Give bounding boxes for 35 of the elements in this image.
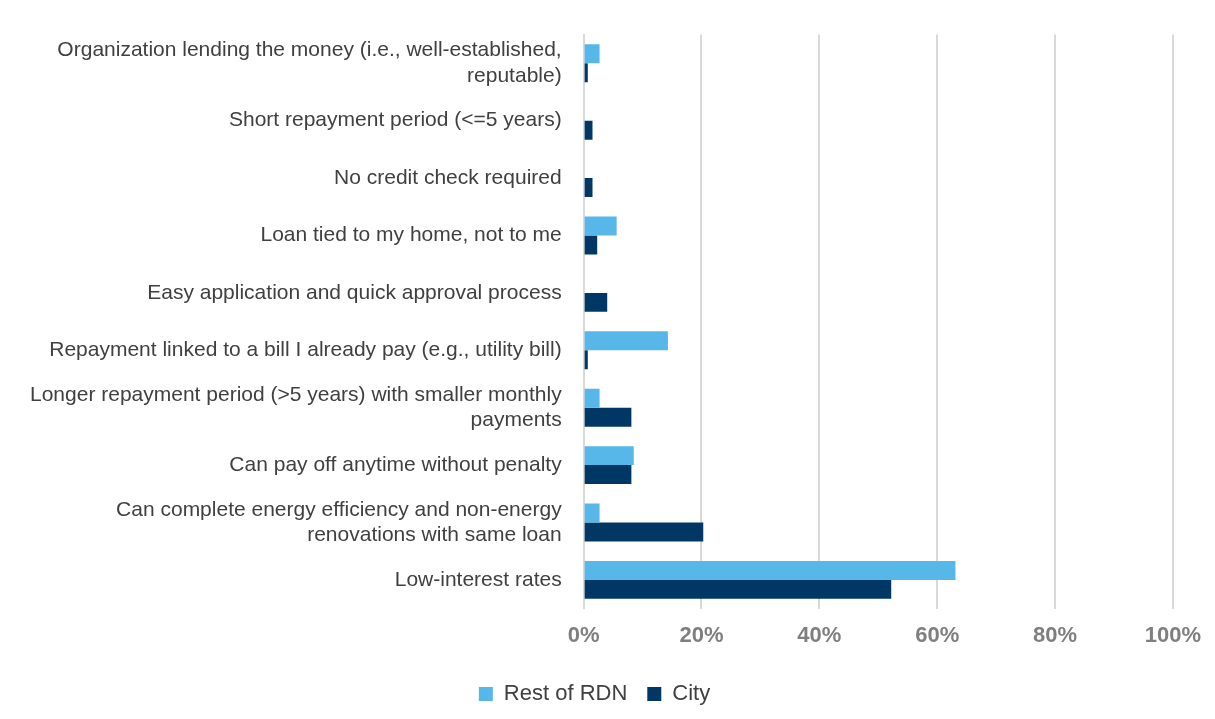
x-tick-label: 60% <box>915 621 960 647</box>
y-tick-label: Can complete energy efficiency and non-energy renovations with same loan <box>116 496 563 545</box>
bar <box>584 503 600 523</box>
bar <box>584 446 634 466</box>
y-tick-label: Easy application and quick approval process <box>147 279 562 303</box>
x-tick-label: 80% <box>1033 621 1078 647</box>
bar <box>584 465 632 485</box>
x-tick-label: 40% <box>797 621 842 647</box>
bar <box>584 216 617 236</box>
bar <box>584 44 600 64</box>
y-tick-label: Short repayment period (<=5 years) <box>228 107 562 131</box>
y-tick-label: No credit check required <box>334 164 562 188</box>
bar <box>584 178 593 198</box>
y-tick-label: Longer repayment period (>5 years) with smaller monthly payments <box>30 381 563 431</box>
legend-label: Rest of RDN <box>503 680 628 706</box>
bar <box>584 522 704 542</box>
y-tick-label: Can pay off anytime without penalty <box>229 451 563 475</box>
x-tick-label: 100% <box>1144 621 1202 647</box>
y-tick-label: Loan tied to my home, not to me <box>260 222 562 246</box>
x-tick-label: 20% <box>679 621 724 647</box>
bar <box>584 63 588 83</box>
y-tick-label: Repayment linked to a bill I already pay (e.g., utility bill) <box>49 337 562 361</box>
bar <box>584 235 598 255</box>
bar <box>584 579 892 599</box>
y-tick-label: Organization lending the money (i.e., well-established, reputable) <box>57 37 562 86</box>
bar <box>584 407 632 427</box>
bar <box>584 388 600 408</box>
legend-label: City <box>672 680 711 706</box>
bar <box>584 292 608 312</box>
bar <box>584 560 956 580</box>
y-tick-label: Low-interest rates <box>394 566 562 590</box>
x-tick-label: 0% <box>567 621 600 647</box>
bar <box>584 350 588 370</box>
bar <box>584 331 668 351</box>
bar <box>584 120 593 140</box>
